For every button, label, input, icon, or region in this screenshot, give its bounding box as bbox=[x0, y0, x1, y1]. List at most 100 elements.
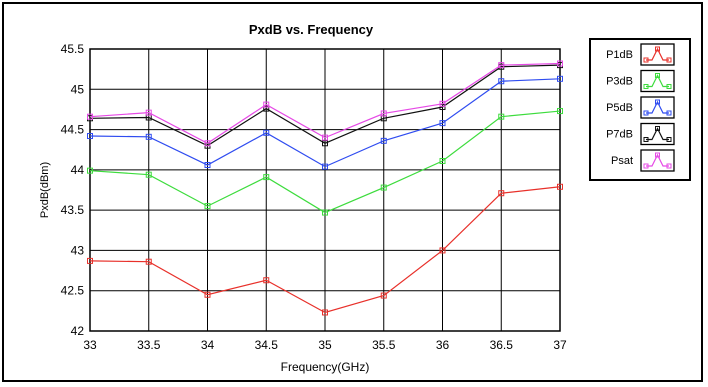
data-point-p7db bbox=[263, 105, 270, 112]
legend-item-p3db: P3dB bbox=[606, 69, 675, 93]
data-point-p1db bbox=[204, 291, 211, 298]
data-point-p1db bbox=[557, 183, 563, 190]
legend-swatch-marker bbox=[643, 84, 649, 89]
data-point-p5db bbox=[204, 162, 211, 169]
data-point-psat bbox=[557, 60, 563, 67]
legend-item-p7db: P7dB bbox=[606, 122, 675, 146]
legend-swatch-marker bbox=[643, 163, 649, 169]
series-line-p1db bbox=[89, 186, 561, 314]
legend-swatch-marker bbox=[643, 110, 649, 116]
legend-swatch-marker bbox=[655, 73, 660, 78]
legend-label: P7dB bbox=[606, 129, 633, 141]
data-point-p3db bbox=[322, 209, 328, 216]
legend-label: Psat bbox=[611, 155, 633, 167]
data-point-p5db bbox=[498, 78, 505, 85]
legend-swatch-marker bbox=[655, 46, 660, 52]
data-point-p1db bbox=[439, 247, 446, 254]
legend-box bbox=[589, 38, 691, 181]
legend-label: P5dB bbox=[606, 102, 633, 114]
y-axis-label: PxdB(dBm) bbox=[39, 162, 51, 218]
data-point-p1db bbox=[87, 257, 93, 264]
data-point-p3db bbox=[87, 167, 93, 174]
legend-item-p5db: P5dB bbox=[606, 96, 675, 119]
legend-swatch-marker bbox=[666, 57, 672, 63]
x-tick-label: 34.5 bbox=[255, 338, 279, 352]
data-point-p7db bbox=[439, 104, 446, 111]
series-line-p5db bbox=[89, 78, 561, 168]
x-tick-label: 36.5 bbox=[490, 338, 514, 352]
x-tick-label: 35 bbox=[318, 338, 332, 352]
data-point-psat bbox=[439, 100, 446, 107]
data-point-p3db bbox=[263, 174, 270, 181]
axis-ticks: 33 33.5 34 34.5 35 35.5 36 36.5 37 42 42.5 43 43.5 44… bbox=[61, 42, 567, 352]
data-point-p1db bbox=[380, 292, 387, 299]
legend-swatch-marker bbox=[666, 84, 672, 89]
x-tick-label: 33 bbox=[83, 338, 97, 352]
data-point-p5db bbox=[263, 129, 270, 136]
chart-svg: PxdB vs. Frequency 33 33.5 34 34.5 35 35.5 36 3… bbox=[39, 22, 691, 374]
data-point-p5db bbox=[557, 75, 563, 82]
y-tick-label: 44.5 bbox=[61, 123, 85, 137]
legend-swatch-marker bbox=[643, 137, 649, 142]
legend-swatch-marker bbox=[666, 163, 672, 169]
y-tick-label: 43 bbox=[71, 243, 85, 257]
series-layer bbox=[87, 60, 563, 316]
legend: P1dB P3dB P5dB P7dB Psat bbox=[606, 43, 675, 172]
y-tick-label: 42 bbox=[71, 324, 85, 338]
legend-swatch-line bbox=[646, 153, 669, 167]
data-point-p1db bbox=[145, 258, 152, 265]
series-p1db bbox=[87, 183, 563, 316]
chart-frame: PxdB vs. Frequency 33 33.5 34 34.5 35 35.5 36 3… bbox=[2, 2, 703, 382]
data-point-p1db bbox=[498, 190, 505, 197]
legend-swatch-marker bbox=[666, 137, 672, 142]
data-point-psat bbox=[380, 110, 387, 117]
data-point-psat bbox=[322, 134, 328, 141]
data-point-psat bbox=[87, 113, 93, 120]
data-point-p5db bbox=[322, 163, 328, 170]
chart-title: PxdB vs. Frequency bbox=[249, 22, 374, 37]
data-point-p3db bbox=[557, 108, 563, 115]
legend-item-p1db: P1dB bbox=[606, 43, 675, 66]
y-tick-label: 45.5 bbox=[61, 42, 85, 56]
legend-swatch-marker bbox=[655, 99, 660, 105]
series-p3db bbox=[87, 108, 563, 216]
data-point-p5db bbox=[87, 133, 93, 140]
x-tick-label: 37 bbox=[553, 338, 567, 352]
legend-swatch-marker bbox=[655, 152, 660, 158]
y-tick-label: 43.5 bbox=[61, 203, 85, 217]
grid bbox=[89, 48, 561, 332]
y-tick-label: 45 bbox=[71, 82, 85, 96]
legend-swatch-marker bbox=[643, 57, 649, 63]
data-point-p3db bbox=[204, 203, 211, 210]
data-point-psat bbox=[263, 101, 270, 108]
legend-swatch-line bbox=[646, 74, 669, 88]
x-tick-label: 36 bbox=[436, 338, 450, 352]
x-tick-label: 33.5 bbox=[137, 338, 161, 352]
legend-swatch-line bbox=[646, 100, 669, 114]
legend-label: P1dB bbox=[606, 49, 633, 61]
legend-swatch-marker bbox=[666, 110, 672, 116]
series-line-psat bbox=[89, 62, 561, 144]
y-tick-label: 44 bbox=[71, 163, 85, 177]
series-p5db bbox=[87, 75, 563, 170]
data-point-p5db bbox=[145, 133, 152, 140]
series-line-p7db bbox=[89, 64, 561, 147]
data-point-p5db bbox=[439, 120, 446, 127]
legend-label: P3dB bbox=[606, 76, 633, 88]
data-point-p1db bbox=[322, 309, 328, 316]
x-tick-label: 34 bbox=[201, 338, 215, 352]
legend-item-psat: Psat bbox=[611, 149, 675, 172]
data-point-p3db bbox=[439, 157, 446, 164]
data-point-p3db bbox=[145, 171, 152, 178]
data-point-p1db bbox=[263, 277, 270, 284]
data-point-psat bbox=[145, 109, 152, 116]
legend-swatch-line bbox=[646, 47, 669, 61]
data-point-p5db bbox=[380, 137, 387, 144]
legend-swatch-line bbox=[646, 127, 669, 141]
plot-area bbox=[89, 48, 561, 332]
data-point-p3db bbox=[380, 184, 387, 191]
y-tick-label: 42.5 bbox=[61, 284, 85, 298]
series-line-p3db bbox=[89, 110, 561, 214]
data-point-psat bbox=[498, 62, 505, 69]
data-point-p3db bbox=[498, 113, 505, 120]
